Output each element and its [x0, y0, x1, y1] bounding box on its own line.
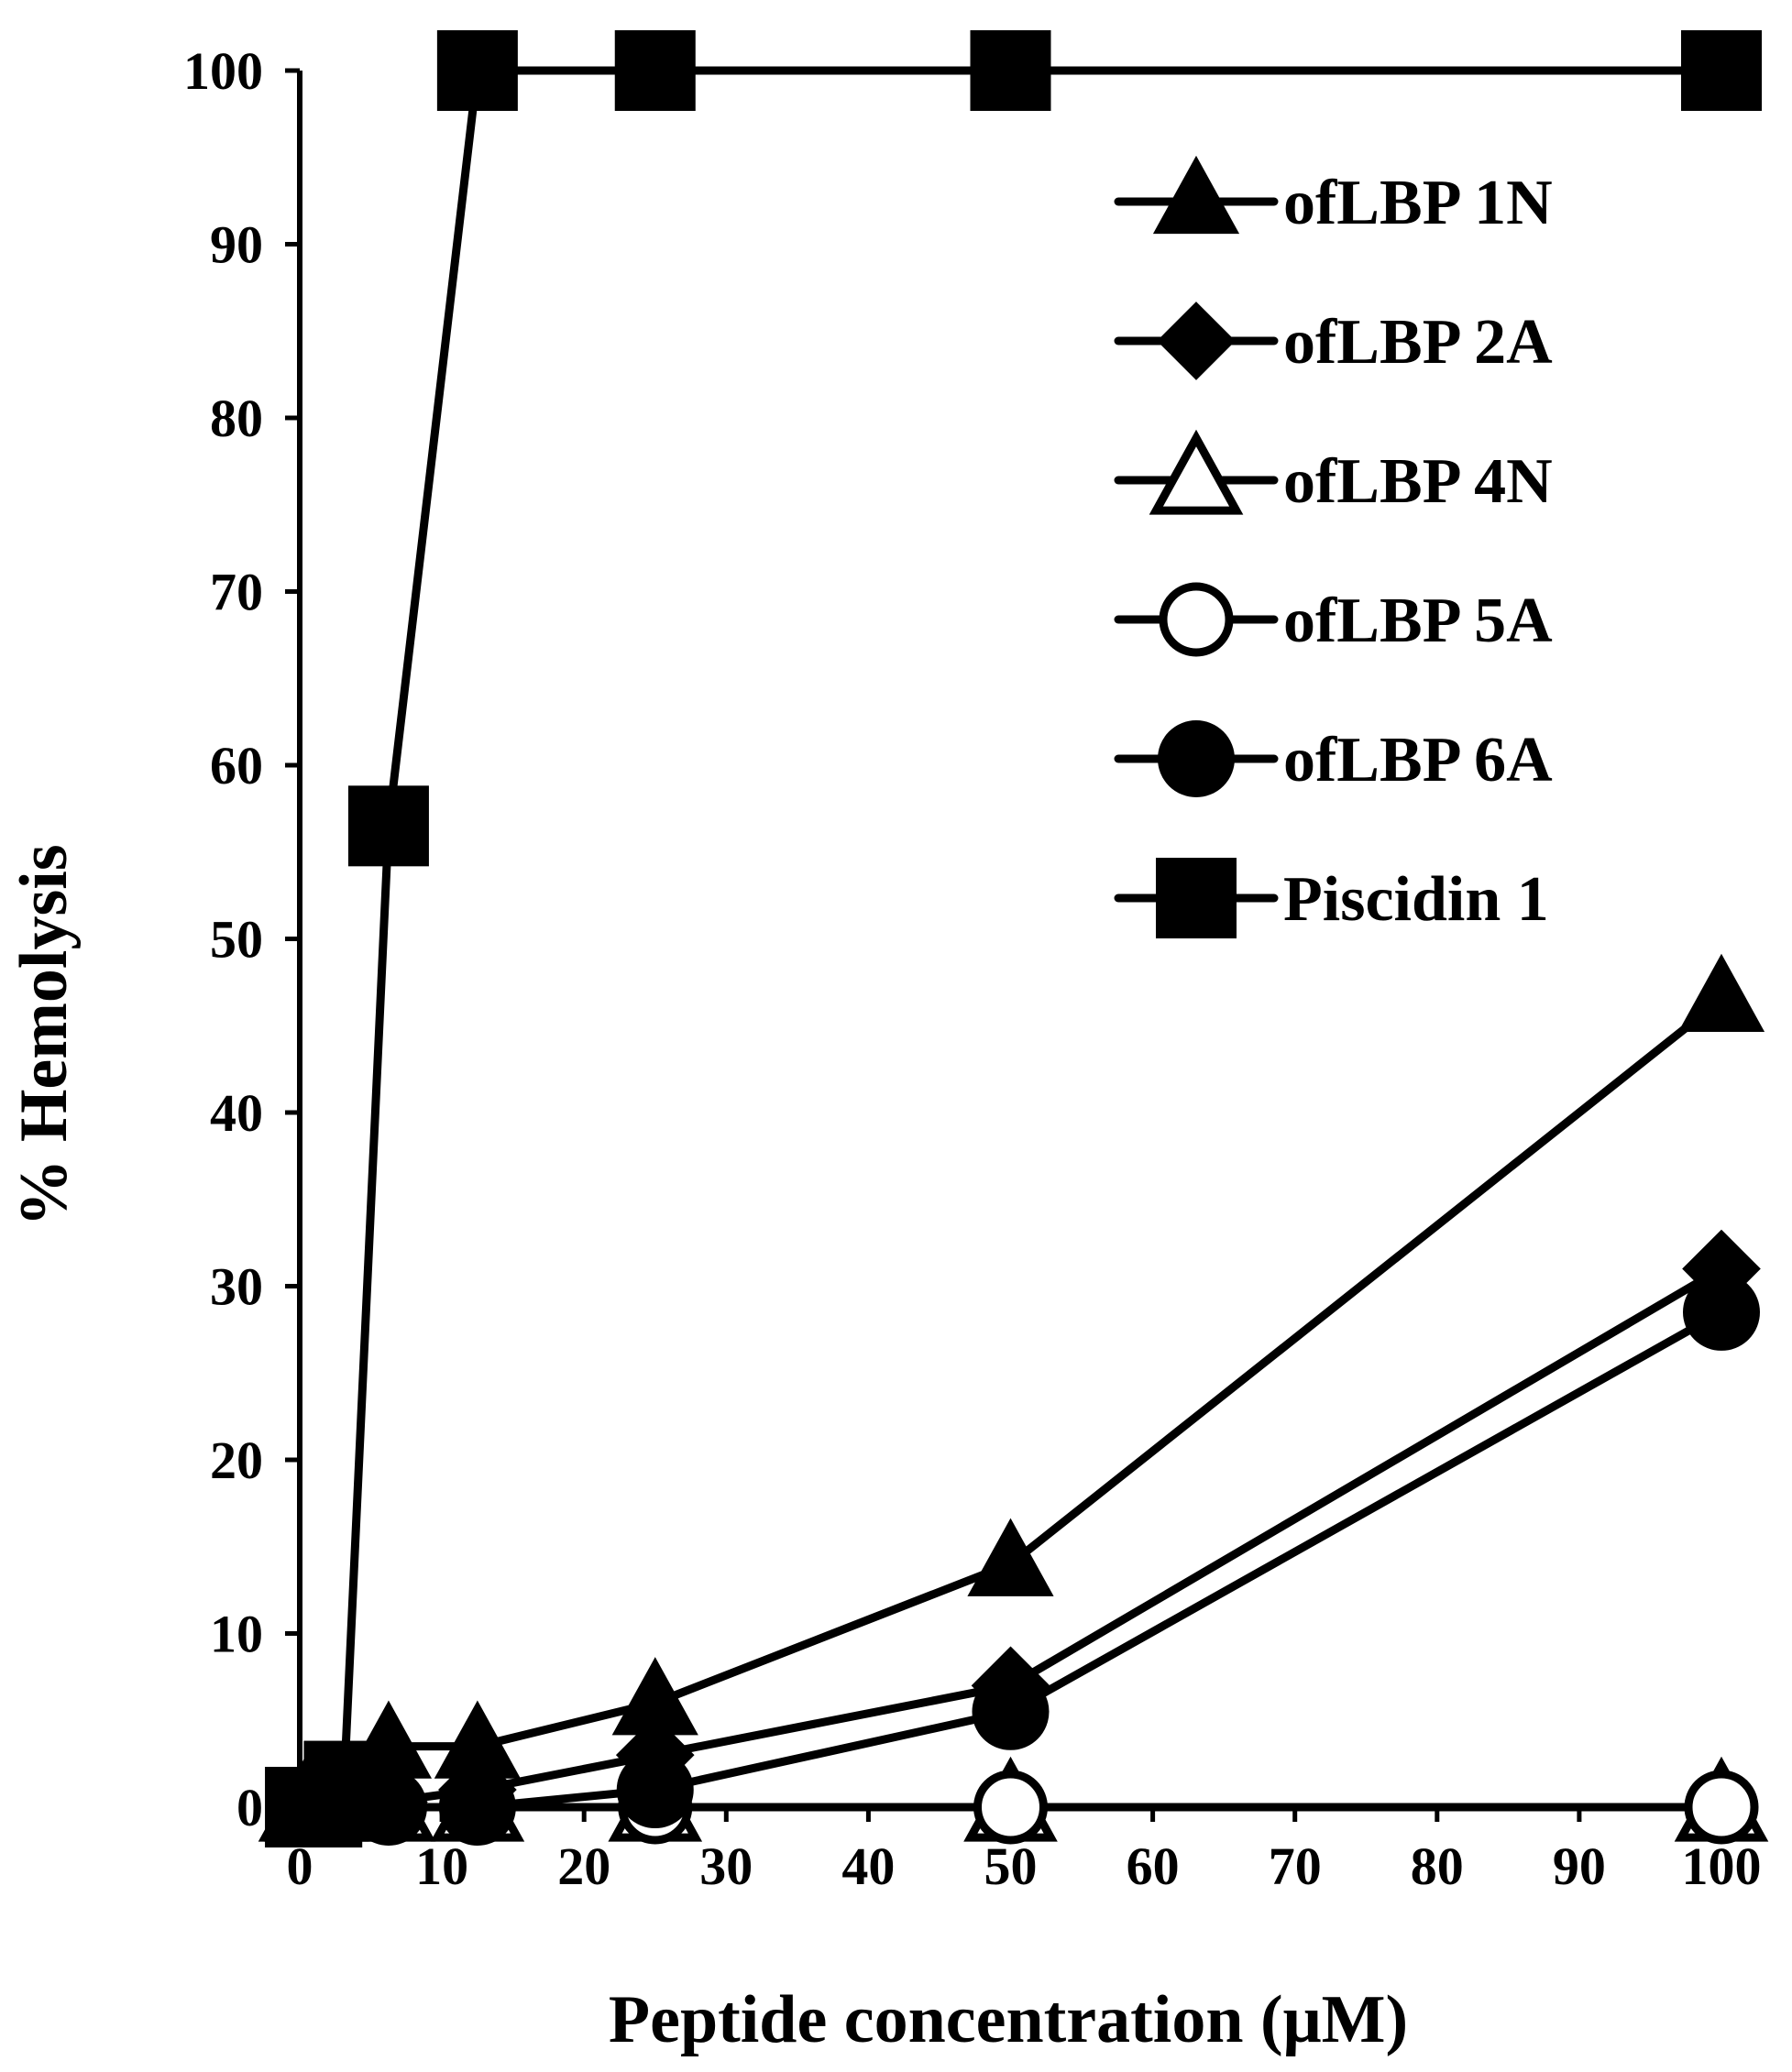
- data-point-piscidin-1: [347, 785, 429, 867]
- data-point-oflbp-5a: [973, 1770, 1048, 1845]
- data-point-oflbp-1n: [611, 1657, 698, 1736]
- data-point-piscidin-1: [436, 30, 518, 111]
- y-tick-label: 0: [236, 1778, 263, 1837]
- legend-label: ofLBP 1N: [1283, 168, 1553, 238]
- data-point-piscidin-1: [303, 1740, 385, 1822]
- data-point-oflbp-5a: [1684, 1770, 1759, 1845]
- legend: ofLBP 1N ofLBP 2A ofLBP 4N ofLBP 5A ofLBP 6A…: [1114, 155, 1553, 938]
- data-point-oflbp-1n: [1677, 953, 1765, 1032]
- legend-item-oflbp-2a: ofLBP 2A: [1114, 301, 1553, 380]
- y-tick-label: 10: [210, 1605, 263, 1664]
- legend-label: ofLBP 4N: [1283, 446, 1553, 517]
- y-tick-label: 90: [210, 215, 263, 275]
- data-point-oflbp-2a: [971, 1646, 1050, 1726]
- legend-item-oflbp-1n: ofLBP 1N: [1114, 155, 1553, 238]
- x-tick-label: 10: [415, 1836, 468, 1896]
- x-tick-label: 90: [1553, 1836, 1606, 1896]
- x-tick-label: 30: [699, 1836, 753, 1896]
- legend-label: Piscidin 1: [1283, 864, 1549, 935]
- y-tick-label: 100: [183, 41, 263, 101]
- data-point-oflbp-2a: [615, 1716, 695, 1794]
- x-axis-title: Peptide concentration (μM): [609, 1982, 1408, 2057]
- y-tick-label: 30: [210, 1257, 263, 1317]
- legend-marker: [1157, 301, 1236, 380]
- data-series: [258, 30, 1769, 1847]
- data-point-piscidin-1: [970, 30, 1051, 111]
- legend-label: ofLBP 2A: [1283, 307, 1553, 378]
- legend-item-oflbp-4n: ofLBP 4N: [1114, 429, 1553, 517]
- y-tick-label: 50: [210, 910, 263, 970]
- y-tick-label: 20: [210, 1431, 263, 1490]
- y-tick-label: 40: [210, 1083, 263, 1143]
- legend-item-piscidin-1: Piscidin 1: [1114, 858, 1549, 938]
- x-tick-label: 20: [557, 1836, 610, 1896]
- data-point-piscidin-1: [614, 30, 696, 111]
- legend-marker: [1156, 858, 1237, 938]
- x-tick-label: 70: [1269, 1836, 1322, 1896]
- x-tick-label: 80: [1411, 1836, 1464, 1896]
- data-point-piscidin-1: [1681, 30, 1762, 111]
- data-point-oflbp-1n: [967, 1518, 1054, 1596]
- y-axis-ticks: 0 10 20 30 40 50 60 70 80 90 100: [183, 41, 300, 1837]
- legend-marker: [1152, 155, 1240, 235]
- legend-marker: [1158, 720, 1235, 797]
- x-tick-label: 100: [1682, 1836, 1762, 1896]
- y-tick-label: 70: [210, 563, 263, 622]
- x-tick-label: 40: [841, 1836, 895, 1896]
- legend-marker: [1149, 429, 1244, 515]
- data-point-oflbp-2a: [1682, 1229, 1761, 1309]
- legend-label: ofLBP 6A: [1283, 725, 1553, 795]
- y-axis-title: % Hemolysis: [6, 844, 82, 1226]
- y-tick-label: 60: [210, 736, 263, 795]
- legend-item-oflbp-6a: ofLBP 6A: [1114, 720, 1553, 797]
- series-piscidin-1: [265, 30, 1762, 1847]
- x-tick-label: 50: [984, 1836, 1038, 1896]
- legend-marker: [1159, 582, 1234, 657]
- legend-label: ofLBP 5A: [1283, 586, 1553, 656]
- x-axis-ticks: 0 10 20 30 40 50 60 70 80 90 100: [287, 1807, 1762, 1896]
- data-point-oflbp-1n: [434, 1700, 521, 1779]
- y-tick-label: 80: [210, 389, 263, 448]
- x-tick-label: 60: [1127, 1836, 1180, 1896]
- legend-item-oflbp-5a: ofLBP 5A: [1114, 582, 1553, 657]
